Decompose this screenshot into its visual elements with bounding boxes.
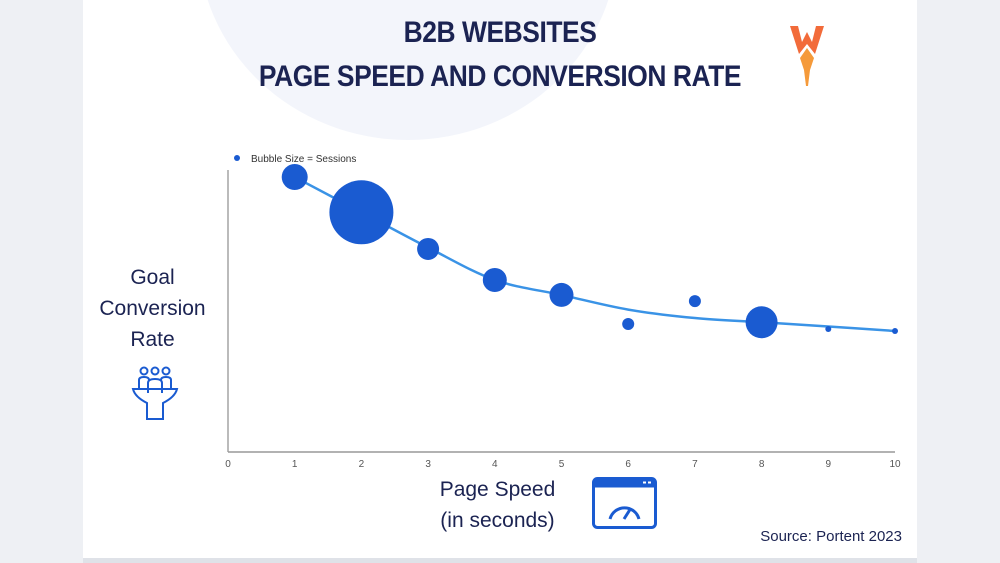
x-label-line: (in seconds): [440, 509, 555, 532]
funnel-people-icon: [131, 366, 179, 420]
y-label-line: Rate: [130, 328, 175, 351]
x-tick-label: 3: [425, 459, 431, 470]
x-tick-label: 5: [559, 459, 565, 470]
bubble-point: [549, 282, 574, 307]
x-tick-label: 4: [492, 459, 498, 470]
bubble-point: [825, 326, 832, 333]
bubble-point: [281, 164, 308, 191]
bubble-point: [688, 295, 701, 308]
legend-label: Bubble Size = Sessions: [251, 154, 356, 165]
bubble-point: [892, 328, 898, 335]
x-tick-label: 10: [889, 459, 901, 470]
x-tick-label: 8: [759, 459, 765, 470]
x-label-line: Page Speed: [439, 478, 556, 501]
bottom-strip: [83, 558, 917, 563]
speedometer-window-icon: [592, 477, 657, 529]
legend-marker: [234, 155, 240, 161]
x-tick-label: 9: [826, 459, 832, 470]
bubble-point: [482, 267, 507, 292]
x-tick-label: 2: [359, 459, 365, 470]
x-tick-label: 1: [292, 459, 298, 470]
chart-card: [83, 0, 917, 558]
x-tick-label: 6: [625, 459, 631, 470]
bubble-point: [329, 180, 394, 245]
bubble-point: [745, 306, 778, 339]
source-note: Source: Portent 2023: [760, 528, 902, 545]
y-label-line: Goal: [130, 266, 175, 289]
x-tick-label: 7: [692, 459, 698, 470]
title-line-1: B2B WEBSITES: [403, 16, 597, 49]
logo-icon: [790, 26, 824, 86]
title-line-2: PAGE SPEED AND CONVERSION RATE: [258, 60, 742, 93]
x-axis-label: Page Speed (in seconds): [410, 474, 585, 536]
trendline: [294, 175, 896, 333]
x-tick-label: 0: [225, 459, 231, 470]
bubble-point: [622, 317, 635, 330]
bubble-point: [417, 237, 440, 260]
y-label-line: Conversion: [99, 297, 206, 320]
y-axis-label: Goal Conversion Rate: [85, 262, 220, 355]
